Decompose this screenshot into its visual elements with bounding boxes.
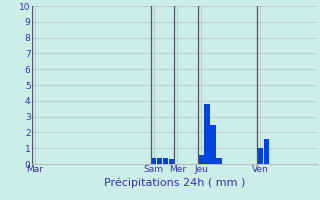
- Bar: [151, 158, 156, 164]
- Bar: [264, 139, 269, 164]
- Bar: [216, 158, 221, 164]
- Bar: [198, 155, 204, 164]
- X-axis label: Précipitations 24h ( mm ): Précipitations 24h ( mm ): [104, 177, 245, 188]
- Bar: [157, 158, 162, 164]
- Bar: [210, 124, 216, 164]
- Bar: [258, 148, 263, 164]
- Bar: [169, 159, 174, 164]
- Bar: [163, 158, 168, 164]
- Bar: [204, 104, 210, 164]
